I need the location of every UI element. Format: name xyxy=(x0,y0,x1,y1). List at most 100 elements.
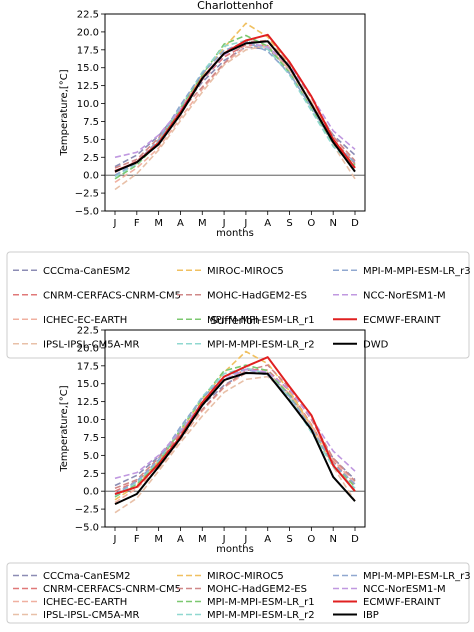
y-tick-label: −2.5 xyxy=(75,505,99,516)
legend-label: MOHC-HadGEM2-ES xyxy=(207,584,307,595)
y-axis-label: Temperature,[°C] xyxy=(59,69,70,156)
x-tick-label: N xyxy=(329,218,336,229)
x-axis-label: months xyxy=(216,544,254,555)
legend-label: MPI-M-MPI-ESM-LR_r3 xyxy=(363,266,471,277)
series-line-ecmwf-eraint xyxy=(114,356,356,495)
y-tick-label: 0.0 xyxy=(83,171,99,182)
y-tick-label: 17.5 xyxy=(77,361,99,372)
legend-label: MPI-M-MPI-ESM-LR_r3 xyxy=(363,571,471,582)
legend-label: NCC-NorESM1-M xyxy=(363,584,446,595)
x-tick-label: J xyxy=(222,534,226,545)
x-tick-label: M xyxy=(198,218,207,229)
series-line-ipsl-ipsl-cm5a-mr xyxy=(114,375,356,514)
y-tick-label: 10.0 xyxy=(77,99,99,110)
y-tick-label: 20.0 xyxy=(77,343,99,354)
y-tick-label: 0.0 xyxy=(83,487,99,498)
legend-label: MPI-M-MPI-ESM-LR_r2 xyxy=(207,339,315,350)
legend-label: MPI-M-MPI-ESM-LR_r1 xyxy=(207,597,315,608)
legend-label: MPI-M-MPI-ESM-LR_r1 xyxy=(207,315,315,326)
legend-label: ICHEC-EC-EARTH xyxy=(43,597,127,608)
series-line-mpi-m-mpi-esm-lr-r3 xyxy=(114,41,356,176)
x-tick-label: J xyxy=(113,218,117,229)
y-tick-label: 15.0 xyxy=(77,379,99,390)
x-tick-label: A xyxy=(177,534,184,545)
series-line-ibp xyxy=(114,372,356,506)
legend-label: IPSL-IPSL-CM5A-MR xyxy=(43,339,139,350)
legend-label: DWD xyxy=(363,339,389,350)
x-tick-label: J xyxy=(243,534,247,545)
x-tick-label: F xyxy=(134,534,140,545)
series-line-mohc-hadgem2-es xyxy=(114,39,356,169)
x-tick-label: M xyxy=(154,534,163,545)
y-tick-label: 2.5 xyxy=(83,469,99,480)
legend-label: ECMWF-ERAINT xyxy=(363,597,441,608)
x-tick-label: A xyxy=(177,218,184,229)
y-tick-label: 17.5 xyxy=(77,45,99,56)
x-tick-label: J xyxy=(113,534,117,545)
legend-label: MOHC-HadGEM2-ES xyxy=(207,290,307,301)
series-line-dwd xyxy=(114,40,356,173)
y-tick-label: 5.0 xyxy=(83,451,99,462)
legend-label: MIROC-MIROC5 xyxy=(207,266,284,277)
chart-title: Charlottenhof xyxy=(197,0,274,12)
legend-label: IBP xyxy=(363,610,379,621)
x-tick-label: M xyxy=(198,534,207,545)
series-line-ichec-ec-earth xyxy=(114,46,356,183)
x-tick-label: J xyxy=(243,218,247,229)
y-tick-label: 15.0 xyxy=(77,63,99,74)
chart-sufferloh: Sufferloh −5.0 −2.5 0.0 2.5 5.0 7.5 10.0 12.5 15.… xyxy=(6,314,471,624)
chart-charlottenhof: Charlottenhof −5.0 −2.5 0.0 2.5 5.0 7.5 10.0 12.… xyxy=(6,0,471,359)
series-line-ncc-noresm1-m xyxy=(114,41,356,159)
x-tick-label: A xyxy=(264,534,271,545)
legend-label: NCC-NorESM1-M xyxy=(363,290,446,301)
plot-frame xyxy=(104,13,366,212)
legend-box xyxy=(6,562,470,624)
y-tick-label: −5.0 xyxy=(75,523,99,534)
y-tick-label: 12.5 xyxy=(77,81,99,92)
y-tick-label: 22.5 xyxy=(77,10,99,21)
legend-label: CNRM-CERFACS-CNRM-CM5 xyxy=(43,584,181,595)
legend-label: CNRM-CERFACS-CNRM-CM5 xyxy=(43,290,181,301)
legend-label: MIROC-MIROC5 xyxy=(207,571,284,582)
x-tick-label: S xyxy=(286,218,292,229)
chart-title: Sufferloh xyxy=(210,314,260,327)
y-tick-label: −2.5 xyxy=(75,189,99,200)
series-line-mpi-m-mpi-esm-lr-r1 xyxy=(114,34,356,180)
y-tick-label: 2.5 xyxy=(83,153,99,164)
y-tick-label: 20.0 xyxy=(77,27,99,38)
y-axis-label: Temperature,[°C] xyxy=(59,385,70,472)
legend-label: ECMWF-ERAINT xyxy=(363,315,441,326)
series-line-ncc-noresm1-m xyxy=(114,368,356,480)
legend-label: CCCma-CanESM2 xyxy=(43,571,131,582)
y-tick-label: 7.5 xyxy=(83,117,99,128)
x-tick-label: M xyxy=(154,218,163,229)
x-tick-label: F xyxy=(134,218,140,229)
y-tick-label: 12.5 xyxy=(77,397,99,408)
x-tick-label: J xyxy=(222,218,226,229)
series-line-mohc-hadgem2-es xyxy=(114,364,356,490)
series-line-mpi-m-mpi-esm-lr-r1 xyxy=(114,364,356,498)
y-tick-label: −5.0 xyxy=(75,207,99,218)
legend-label: ICHEC-EC-EARTH xyxy=(43,315,127,326)
x-axis-label: months xyxy=(216,228,254,239)
y-tick-label: 7.5 xyxy=(83,433,99,444)
x-tick-label: O xyxy=(307,534,315,545)
x-tick-label: D xyxy=(351,534,359,545)
x-tick-label: O xyxy=(307,218,315,229)
legend-label: CCCma-CanESM2 xyxy=(43,266,131,277)
y-tick-label: 22.5 xyxy=(77,326,99,337)
series-line-mpi-m-mpi-esm-lr-r2 xyxy=(114,39,356,178)
x-tick-label: D xyxy=(351,218,359,229)
x-tick-label: N xyxy=(329,534,336,545)
legend-label: MPI-M-MPI-ESM-LR_r2 xyxy=(207,610,315,621)
series-line-mpi-m-mpi-esm-lr-r3 xyxy=(114,368,356,495)
y-tick-label: 5.0 xyxy=(83,135,99,146)
plot-frame xyxy=(104,329,366,528)
x-tick-label: A xyxy=(264,218,271,229)
series-line-ichec-ec-earth xyxy=(114,371,356,504)
series-line-cccma-canesm2 xyxy=(114,46,356,168)
y-tick-label: 10.0 xyxy=(77,415,99,426)
x-tick-label: S xyxy=(286,534,292,545)
